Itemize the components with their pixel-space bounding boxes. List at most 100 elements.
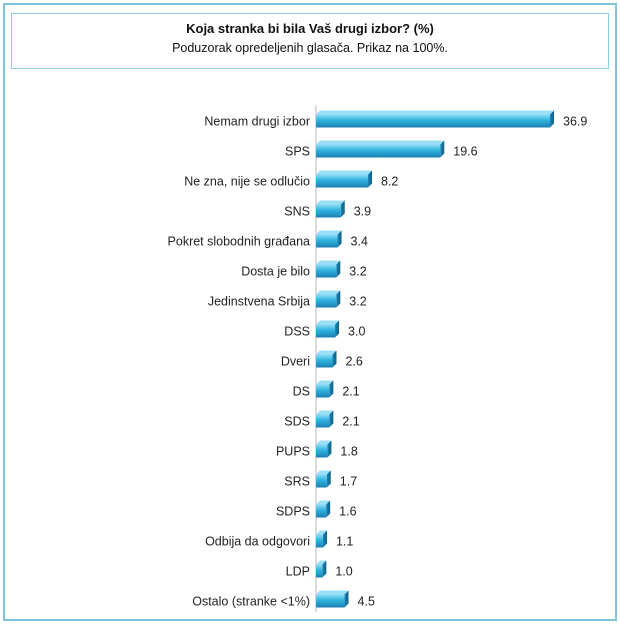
bar-front-face <box>316 444 328 458</box>
bar-end-cap <box>322 560 327 578</box>
bar-front-face <box>316 294 337 308</box>
value-label: 8.2 <box>381 175 398 189</box>
bar-front-face <box>316 594 345 608</box>
category-label: DS <box>293 385 310 399</box>
bar-end-cap <box>329 410 334 428</box>
bar-top-face <box>316 380 334 385</box>
bar <box>316 200 345 218</box>
bar-end-cap <box>340 200 345 218</box>
value-label: 2.1 <box>342 385 359 399</box>
bar-end-cap <box>329 380 334 398</box>
value-label: 36.9 <box>563 115 587 129</box>
bar <box>316 590 349 608</box>
bar-front-face <box>316 234 338 248</box>
bar-top-face <box>316 530 327 535</box>
bar-end-cap <box>326 500 331 518</box>
value-label: 3.2 <box>349 295 366 309</box>
category-label: SNS <box>284 205 310 219</box>
value-label: 3.0 <box>348 325 365 339</box>
bar <box>316 260 341 278</box>
bar-front-face <box>316 144 441 158</box>
bar-end-cap <box>550 110 554 128</box>
bar-front-face <box>316 534 323 548</box>
value-label: 1.8 <box>340 445 357 459</box>
bar-top-face <box>316 200 345 205</box>
bar-front-face <box>316 504 327 518</box>
value-label: 1.0 <box>335 565 352 579</box>
bar-top-face <box>316 440 332 445</box>
chart-subtitle: Poduzorak opredeljenih glasača. Prikaz n… <box>172 41 448 55</box>
value-label: 19.6 <box>453 145 477 159</box>
bar-end-cap <box>336 260 341 278</box>
bar-end-cap <box>368 170 372 188</box>
category-label: Ne zna, nije se odlučio <box>184 175 310 189</box>
value-label: 1.6 <box>339 505 356 519</box>
bar <box>316 380 334 398</box>
bar <box>316 110 554 128</box>
category-label: Jedinstvena Srbija <box>208 295 310 309</box>
category-label: Nemam drugi izbor <box>204 115 310 129</box>
value-label: 3.9 <box>354 205 371 219</box>
chart-title-box: Koja stranka bi bila Vaš drugi izbor? (%… <box>11 13 609 69</box>
chart-title: Koja stranka bi bila Vaš drugi izbor? (%… <box>186 21 434 36</box>
bar-top-face <box>316 230 342 235</box>
bar-top-face <box>316 260 341 265</box>
bar <box>316 560 327 578</box>
bar-top-face <box>316 350 337 355</box>
category-label: PUPS <box>276 445 310 459</box>
category-label: Ostalo (stranke <1%) <box>192 595 310 609</box>
category-label: SDS <box>284 415 310 429</box>
bar-front-face <box>316 204 341 218</box>
bar-top-face <box>316 140 445 145</box>
chart-frame: Koja stranka bi bila Vaš drugi izbor? (%… <box>3 3 617 621</box>
category-label: LDP <box>286 565 310 579</box>
category-label: Dveri <box>281 355 310 369</box>
bar-end-cap <box>336 290 341 308</box>
bar-end-cap <box>335 320 340 338</box>
bar-end-cap <box>332 350 337 368</box>
value-label: 1.7 <box>340 475 357 489</box>
value-label: 1.1 <box>336 535 353 549</box>
bar-top-face <box>316 590 349 595</box>
bar <box>316 410 334 428</box>
bar-end-cap <box>326 470 331 488</box>
category-label: Dosta je bilo <box>241 265 310 279</box>
bar-front-face <box>316 474 327 488</box>
bar-top-face <box>316 170 372 175</box>
bar-front-face <box>316 564 323 578</box>
value-label: 4.5 <box>358 595 375 609</box>
bar-end-cap <box>327 440 332 458</box>
value-label: 3.2 <box>349 265 366 279</box>
bar-front-face <box>316 414 330 428</box>
bar-top-face <box>316 560 327 565</box>
bar <box>316 530 327 548</box>
bar-top-face <box>316 410 334 415</box>
bar-end-cap <box>344 590 349 608</box>
bar-front-face <box>316 114 550 128</box>
bar <box>316 350 337 368</box>
bar-front-face <box>316 324 336 338</box>
bar-top-face <box>316 470 331 475</box>
bar-front-face <box>316 264 337 278</box>
bar <box>316 140 445 158</box>
category-label: Pokret slobodnih građana <box>168 235 311 249</box>
value-label: 2.1 <box>342 415 359 429</box>
bar-end-cap <box>440 140 445 158</box>
category-label: SRS <box>284 475 310 489</box>
bar-front-face <box>316 354 333 368</box>
bar <box>316 440 332 458</box>
bar <box>316 290 341 308</box>
bar-end-cap <box>337 230 342 248</box>
category-label: DSS <box>284 325 310 339</box>
bar <box>316 230 342 248</box>
bar <box>316 320 340 338</box>
category-label: Odbija da odgovori <box>205 535 310 549</box>
category-label: SDPS <box>276 505 310 519</box>
value-label: 2.6 <box>345 355 362 369</box>
bar-top-face <box>316 500 331 505</box>
bar-top-face <box>316 320 340 325</box>
bar-end-cap <box>322 530 327 548</box>
bar-top-face <box>316 290 341 295</box>
bar <box>316 470 331 488</box>
